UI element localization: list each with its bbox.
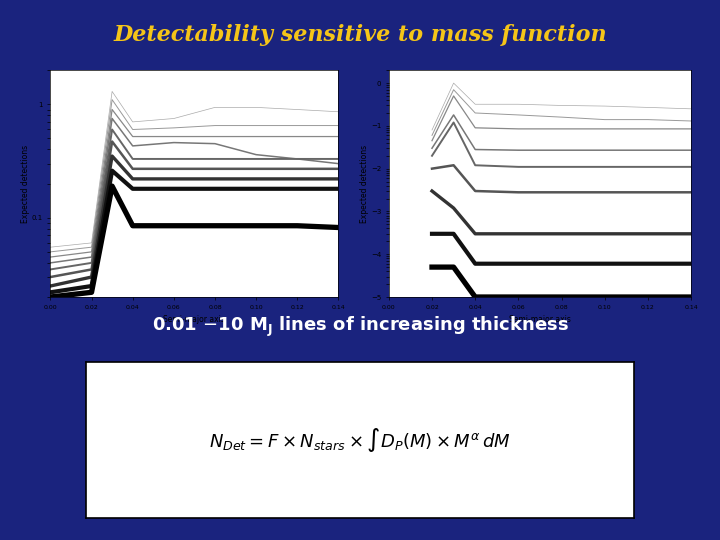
Y-axis label: Expected detections: Expected detections (21, 145, 30, 222)
X-axis label: Semi-major axis: Semi-major axis (163, 315, 225, 324)
Text: $N_{Det} = F \times N_{stars} \times \int D_P(M) \times M^{\alpha}\, dM$: $N_{Det} = F \times N_{stars} \times \in… (209, 426, 511, 454)
Text: 0.01 $-$10 M$_\mathregular{J}$ lines of increasing thickness: 0.01 $-$10 M$_\mathregular{J}$ lines of … (152, 315, 568, 339)
X-axis label: Semi-major axis: Semi-major axis (509, 315, 571, 324)
Text: Detectability sensitive to mass function: Detectability sensitive to mass function (113, 24, 607, 46)
Y-axis label: Expected detections: Expected detections (361, 145, 369, 222)
